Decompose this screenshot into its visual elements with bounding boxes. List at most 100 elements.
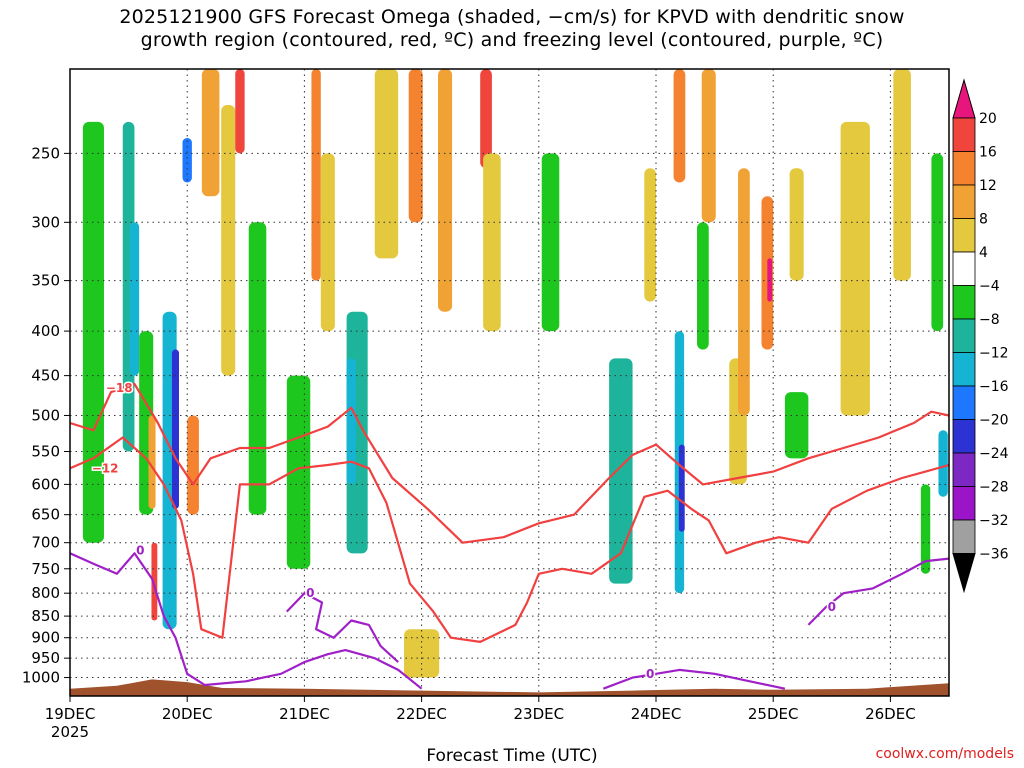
y-tick-label: 300 — [31, 213, 60, 231]
omega-cell — [151, 542, 158, 621]
omega-cell — [784, 392, 809, 459]
colorbar-swatch — [952, 352, 976, 387]
omega-cell — [248, 222, 267, 515]
plot-frame — [69, 68, 950, 697]
y-tick-label: 950 — [31, 649, 60, 667]
omega-cell — [129, 222, 140, 376]
colorbar: 20 16 12 8 4 −4 −8 −12 −16 −20 −24 −28 −32 −36 — [952, 78, 1009, 594]
colorbar-tick-label: −12 — [979, 346, 1009, 362]
x-tick-label: 25DEC — [748, 705, 799, 723]
omega-cell — [701, 69, 716, 223]
x-tick-label: 24DEC — [631, 705, 682, 723]
dgz-contour-line — [70, 436, 949, 643]
contour-lines: −18 −12 0 0 0 0 — [70, 380, 949, 690]
y-tick-label: 450 — [31, 367, 60, 385]
contour-label: 0 — [306, 586, 314, 600]
omega-cell — [221, 105, 236, 376]
x-year-label: 2025 — [51, 723, 89, 741]
contour-label: −12 — [92, 461, 119, 475]
y-tick-label: 800 — [31, 584, 60, 602]
omega-cell — [374, 69, 399, 259]
omega-cell — [171, 349, 179, 509]
omega-cell — [738, 168, 750, 416]
omega-cell — [187, 415, 199, 515]
colorbar-swatch — [952, 117, 976, 152]
omega-cell — [893, 69, 911, 281]
x-tick-label: 22DEC — [396, 705, 447, 723]
chart-title-line-2: growth region (contoured, red, ºC) and f… — [140, 29, 884, 51]
freezing-level-line — [286, 592, 399, 663]
colorbar-swatch — [952, 419, 976, 454]
colorbar-swatch — [952, 519, 976, 554]
chart-title: 2025121900 GFS Forecast Omega (shaded, −… — [0, 6, 1024, 52]
omega-cell — [931, 153, 944, 332]
colorbar-bottom-arrow — [952, 553, 976, 594]
y-tick-label: 350 — [31, 272, 60, 290]
colorbar-tick-label: −16 — [979, 379, 1009, 395]
omega-cell — [320, 153, 335, 332]
omega-cell — [480, 69, 492, 169]
credit-text: coolwx.com/models — [875, 746, 1014, 762]
terrain-surface — [70, 679, 949, 696]
omega-shading — [82, 69, 948, 678]
colorbar-swatch — [952, 285, 976, 320]
freezing-level-line — [602, 668, 786, 690]
colorbar-tick-label: −36 — [979, 547, 1009, 563]
y-tick-label: 500 — [31, 406, 60, 424]
omega-cell — [541, 153, 560, 332]
omega-cell — [673, 69, 686, 183]
y-tick-label: 1000 — [22, 669, 60, 687]
freezing-level-line — [70, 552, 423, 690]
omega-cell — [82, 121, 104, 543]
colorbar-swatch — [952, 318, 976, 353]
omega-cell — [182, 137, 192, 183]
y-tick-label: 850 — [31, 607, 60, 625]
omega-cell — [767, 258, 773, 302]
colorbar-swatch — [952, 251, 976, 286]
y-tick-label: 550 — [31, 443, 60, 461]
omega-cell — [840, 121, 870, 416]
omega-cell — [438, 69, 453, 312]
y-tick-label: 600 — [31, 475, 60, 493]
omega-cell — [920, 484, 931, 574]
colorbar-tick-label: 12 — [979, 178, 997, 194]
omega-cell — [311, 69, 321, 281]
colorbar-tick-label: 20 — [979, 111, 997, 127]
colorbar-top-arrow — [952, 78, 976, 119]
colorbar-swatch — [952, 218, 976, 253]
colorbar-swatch — [952, 452, 976, 487]
omega-cell — [408, 69, 423, 223]
contour-label: 0 — [646, 667, 654, 681]
colorbar-tick-label: 4 — [979, 245, 988, 261]
omega-cell — [201, 69, 220, 197]
omega-cell — [678, 444, 685, 532]
contour-label: −18 — [106, 381, 133, 395]
freezing-level-line — [807, 557, 949, 626]
colorbar-tick-label: −8 — [979, 312, 1000, 328]
contour-label: 0 — [828, 600, 836, 614]
colorbar-tick-label: −4 — [979, 279, 1000, 295]
omega-cell — [761, 196, 774, 350]
omega-cell — [789, 168, 804, 281]
y-tick-label: 250 — [31, 144, 60, 162]
omega-cell — [346, 358, 356, 485]
y-tick-label: 650 — [31, 506, 60, 524]
colorbar-tick-label: −28 — [979, 480, 1009, 496]
y-tick-label: 400 — [31, 322, 60, 340]
x-axis-label: Forecast Time (UTC) — [426, 746, 598, 766]
x-tick-label: 26DEC — [865, 705, 916, 723]
colorbar-tick-label: −24 — [979, 446, 1009, 462]
colorbar-swatch — [952, 486, 976, 521]
x-tick-label: 20DEC — [162, 705, 213, 723]
omega-cell — [483, 153, 501, 332]
colorbar-tick-label: −20 — [979, 413, 1009, 429]
x-tick-label: 21DEC — [279, 705, 330, 723]
colorbar-swatch — [952, 151, 976, 186]
y-tick-label: 750 — [31, 560, 60, 578]
colorbar-tick-label: 8 — [979, 212, 988, 228]
colorbar-tick-label: −32 — [979, 513, 1009, 529]
contour-label: 0 — [136, 544, 144, 558]
colorbar-swatch — [952, 385, 976, 420]
omega-cell — [644, 168, 656, 302]
